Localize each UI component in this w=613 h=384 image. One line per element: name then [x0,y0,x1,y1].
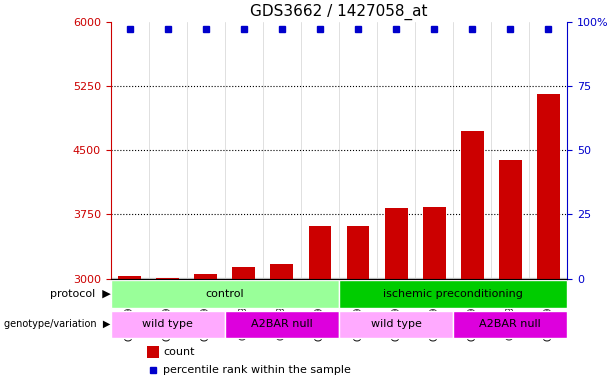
Bar [147,346,159,358]
Bar [118,276,141,279]
Text: control: control [205,289,244,299]
Title: GDS3662 / 1427058_at: GDS3662 / 1427058_at [250,4,428,20]
Text: wild type: wild type [142,319,193,329]
Text: protocol  ▶: protocol ▶ [50,289,110,299]
Text: genotype/variation  ▶: genotype/variation ▶ [4,319,110,329]
FancyBboxPatch shape [110,280,339,308]
Bar [194,273,217,279]
Text: count: count [163,347,194,357]
Bar [156,278,179,279]
Bar [423,207,446,279]
Bar [270,264,293,279]
Text: A2BAR null: A2BAR null [479,319,541,329]
Bar [308,225,332,279]
Bar [499,161,522,279]
Text: wild type: wild type [371,319,422,329]
Text: percentile rank within the sample: percentile rank within the sample [163,365,351,375]
Text: A2BAR null: A2BAR null [251,319,313,329]
Bar [346,225,370,279]
FancyBboxPatch shape [110,311,225,338]
Text: ischemic preconditioning: ischemic preconditioning [383,289,523,299]
FancyBboxPatch shape [339,280,568,308]
Bar [461,131,484,279]
Bar [232,266,255,279]
FancyBboxPatch shape [339,311,453,338]
FancyBboxPatch shape [225,311,339,338]
Bar [385,208,408,279]
FancyBboxPatch shape [453,311,568,338]
Bar [537,94,560,279]
